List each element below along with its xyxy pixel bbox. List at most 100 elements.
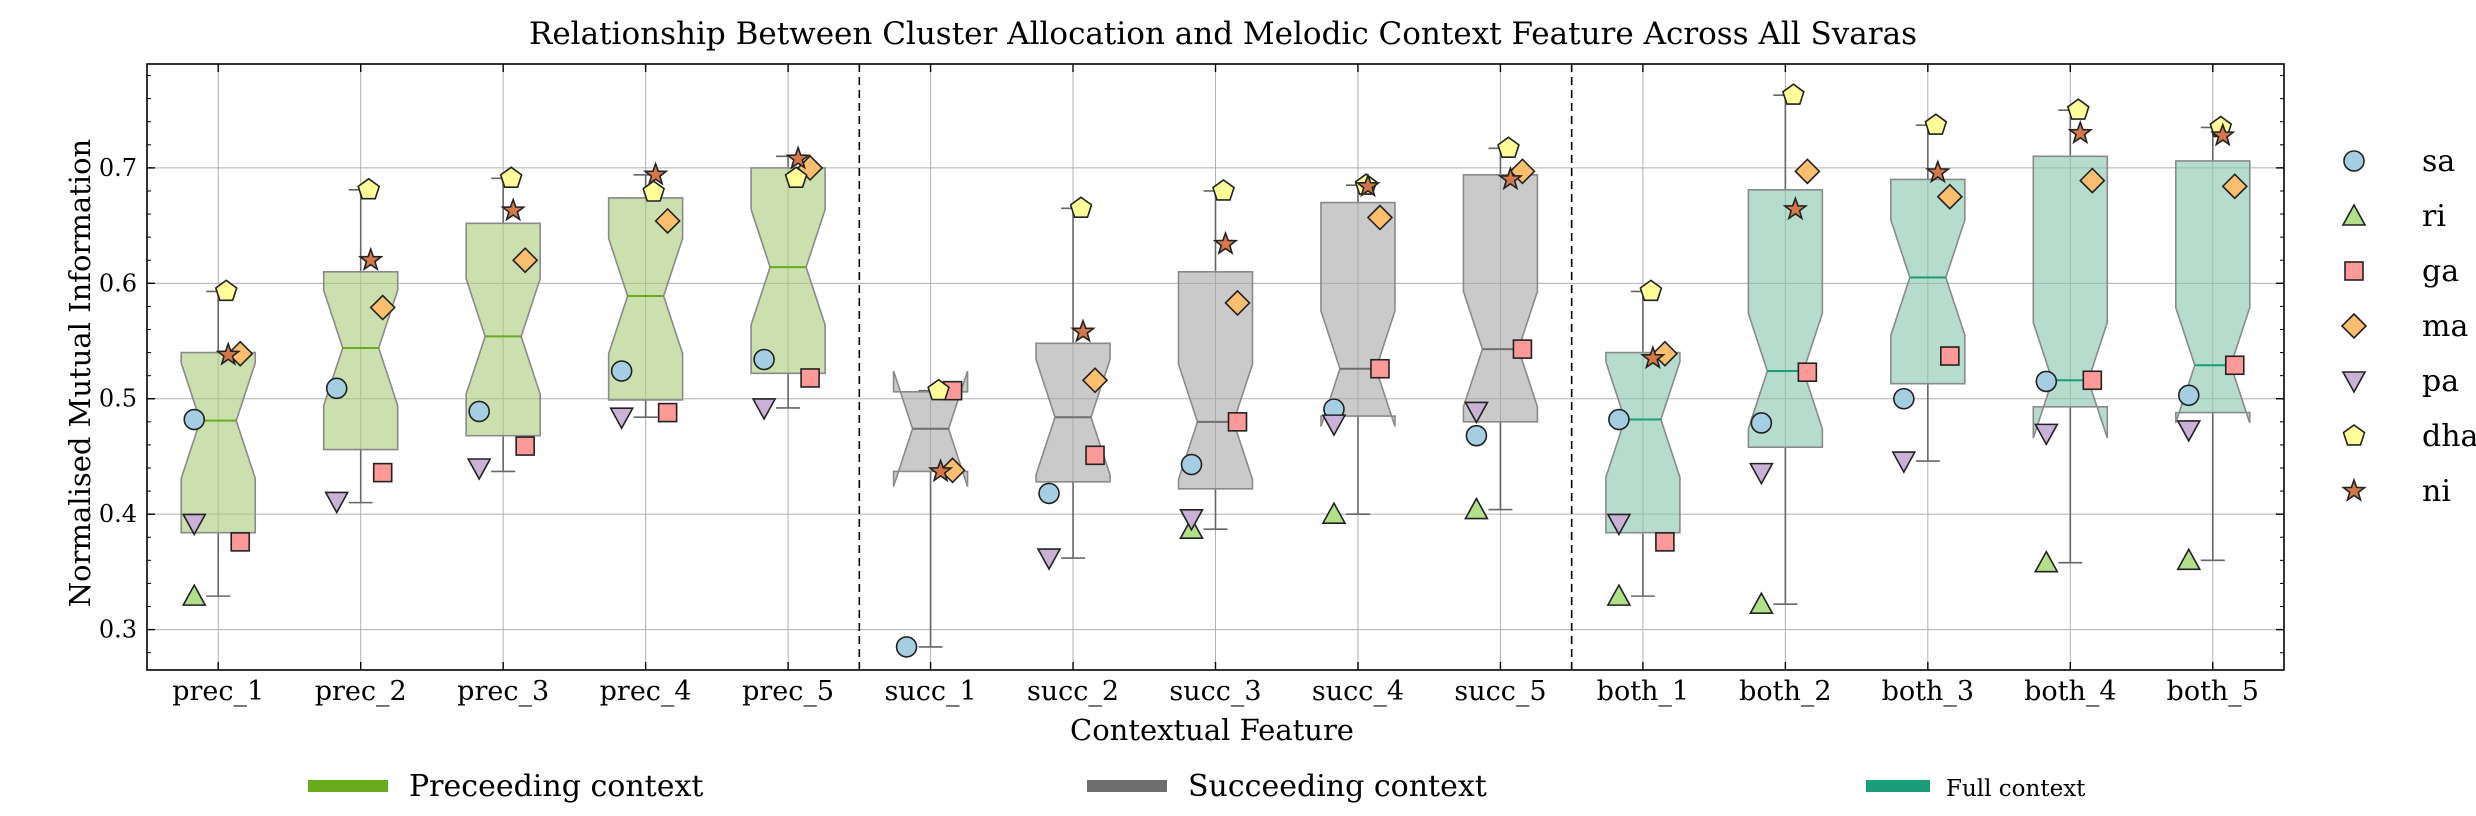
point-sa-succ_5 <box>1465 424 1488 447</box>
point-ma-succ_3 <box>1224 289 1251 317</box>
point-pa-both_1 <box>1606 513 1632 537</box>
box-succ_5 <box>1462 174 1539 423</box>
x-tick-label: both_2 <box>1739 676 1831 707</box>
box-prec_4 <box>607 197 684 401</box>
point-dha-both_4 <box>2066 98 2090 120</box>
x-tick-label: prec_3 <box>457 676 549 707</box>
x-tick-label: both_3 <box>1882 676 1974 707</box>
legend-marker-ma <box>2340 312 2368 340</box>
point-dha-succ_5 <box>1497 136 1520 158</box>
point-dha-succ_3 <box>1212 179 1235 201</box>
point-pa-prec_5 <box>751 398 777 421</box>
legend-marker-sa <box>2343 150 2365 172</box>
point-sa-prec_2 <box>325 377 348 400</box>
point-ma-both_4 <box>2079 167 2106 194</box>
chart-title: Relationship Between Cluster Allocation … <box>529 16 1917 52</box>
y-tick-label: 0.5 <box>99 385 137 413</box>
x-tick-label: both_5 <box>2167 676 2259 707</box>
point-dha-succ_1 <box>927 378 950 401</box>
point-ri-both_5 <box>2176 547 2202 571</box>
x-tick-label: succ_4 <box>1312 676 1404 707</box>
point-ma-prec_3 <box>512 247 539 274</box>
point-dha-both_2 <box>1781 83 1805 105</box>
point-ma-both_2 <box>1794 158 1821 185</box>
point-ri-prec_1 <box>181 583 207 606</box>
point-sa-both_2 <box>1750 412 1773 434</box>
box-both_5 <box>2174 160 2251 424</box>
point-ni-both_2 <box>1782 196 1809 221</box>
point-sa-both_5 <box>2177 384 2200 407</box>
point-ga-prec_1 <box>230 532 251 552</box>
point-ni-prec_1 <box>215 341 241 366</box>
point-ga-both_2 <box>1797 362 1818 382</box>
point-sa-succ_1 <box>895 636 918 658</box>
x-tick-label: prec_5 <box>742 676 834 707</box>
point-pa-prec_2 <box>324 491 350 515</box>
plot-area: 0.3 0.4 0.5 0.6 0.7 prec_1 prec_2 prec_3 prec_4 p… <box>99 63 2285 707</box>
point-ga-succ_4 <box>1370 358 1390 379</box>
box-prec_1 <box>180 351 257 534</box>
point-pa-both_5 <box>2176 420 2202 443</box>
point-ma-both_3 <box>1936 183 1963 210</box>
x-tick-label: succ_3 <box>1169 676 1261 707</box>
point-pa-both_2 <box>1749 462 1774 486</box>
point-ga-prec_3 <box>515 436 535 456</box>
point-sa-prec_1 <box>183 408 206 431</box>
legend-label-dha: dha <box>2422 419 2476 454</box>
point-ga-succ_3 <box>1227 412 1248 432</box>
point-ga-succ_5 <box>1512 339 1533 359</box>
point-ga-both_1 <box>1655 532 1675 552</box>
y-tick-label: 0.7 <box>99 154 137 182</box>
point-dha-prec_5 <box>784 166 808 188</box>
point-ri-succ_5 <box>1464 496 1489 520</box>
x-tick-label: prec_1 <box>172 676 264 707</box>
point-dha-both_1 <box>1639 279 1663 302</box>
point-pa-both_3 <box>1891 451 1917 474</box>
point-sa-both_4 <box>2035 370 2058 393</box>
legend-label-ma: ma <box>2422 309 2468 344</box>
point-sa-prec_4 <box>610 360 633 382</box>
point-ga-both_3 <box>1940 346 1960 366</box>
point-ni-succ_3 <box>1212 230 1239 255</box>
point-ni-both_3 <box>1925 159 1951 184</box>
point-sa-succ_3 <box>1180 453 1203 476</box>
box-succ_3 <box>1177 270 1254 490</box>
point-ni-succ_4 <box>1355 173 1381 198</box>
point-ni-succ_1 <box>927 458 954 483</box>
group-legend-label: Succeeding context <box>1188 769 1487 804</box>
x-tick-label: both_1 <box>1597 676 1689 707</box>
y-axis-label: Normalised Mutual Information <box>63 139 97 607</box>
point-ri-both_2 <box>1749 591 1774 615</box>
point-ga-succ_2 <box>1085 445 1105 466</box>
point-dha-prec_2 <box>357 177 381 200</box>
point-pa-prec_3 <box>466 458 492 481</box>
legend-marker-ga <box>2344 261 2364 281</box>
group-legend-swatch <box>1087 780 1167 792</box>
point-ni-both_1 <box>1640 344 1666 370</box>
box-prec_3 <box>465 222 541 437</box>
point-ma-both_1 <box>1651 340 1679 367</box>
point-pa-prec_1 <box>181 513 207 537</box>
point-ga-prec_5 <box>800 368 820 388</box>
point-ni-both_5 <box>2210 122 2236 147</box>
point-ma-succ_4 <box>1366 204 1394 231</box>
box-prec_5 <box>750 167 826 375</box>
context-legend: Preceeding context Succeeding context Full… <box>308 769 2086 804</box>
point-ga-both_4 <box>2082 370 2103 391</box>
point-sa-prec_3 <box>468 400 490 423</box>
point-dha-prec_4 <box>642 180 666 202</box>
point-sa-prec_5 <box>753 348 775 371</box>
point-ni-prec_4 <box>642 161 669 186</box>
x-tick-label: prec_2 <box>315 676 407 707</box>
legend-marker-ri <box>2341 203 2367 226</box>
legend-label-ga: ga <box>2422 254 2459 289</box>
box-succ_4 <box>1320 201 1396 427</box>
point-pa-succ_3 <box>1179 508 1204 532</box>
box-both_3 <box>1890 178 1966 385</box>
x-tick-label: succ_1 <box>884 676 976 707</box>
point-sa-succ_2 <box>1038 482 1060 505</box>
point-ga-prec_4 <box>657 402 678 423</box>
y-tick-label: 0.6 <box>99 269 137 297</box>
point-ni-succ_2 <box>1070 318 1096 343</box>
legend-marker-dha <box>2342 424 2366 446</box>
